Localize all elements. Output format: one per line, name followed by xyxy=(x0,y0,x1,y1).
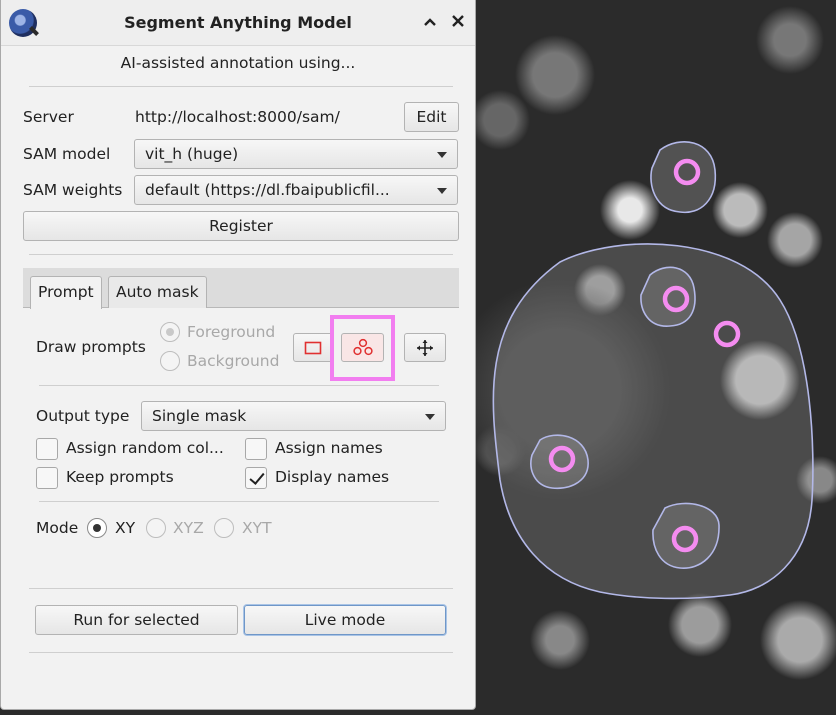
draw-prompts-label: Draw prompts xyxy=(36,338,146,356)
rectangle-prompt-icon xyxy=(304,341,322,355)
server-url: http://localhost:8000/sam/ xyxy=(135,108,340,126)
collapse-button[interactable] xyxy=(419,11,441,33)
run-for-selected-button[interactable]: Run for selected xyxy=(35,605,238,635)
mode-xyz-radio[interactable] xyxy=(146,518,166,538)
point-prompt-icon xyxy=(352,338,373,356)
sam-weights-select[interactable]: default (https://dl.fbaipublicfil... xyxy=(134,175,458,205)
assign-random-colors-checkbox[interactable] xyxy=(36,438,58,460)
assign-random-colors-label: Assign random col... xyxy=(66,439,224,457)
prompt-point[interactable] xyxy=(713,320,741,348)
close-icon xyxy=(452,15,464,27)
divider xyxy=(29,86,453,87)
background-label: Background xyxy=(187,352,280,370)
divider xyxy=(29,588,453,589)
keep-prompts-label: Keep prompts xyxy=(66,468,174,486)
tab-strip: Prompt Auto mask xyxy=(23,268,459,309)
foreground-radio[interactable] xyxy=(160,322,180,342)
live-mode-button[interactable]: Live mode xyxy=(244,605,446,635)
mode-xy-label: XY xyxy=(115,519,136,537)
sam-model-value: vit_h (huge) xyxy=(145,145,239,163)
dropdown-arrow-icon xyxy=(425,414,435,420)
segmentation-contour-upper-nucleus xyxy=(640,266,696,327)
close-button[interactable] xyxy=(447,11,469,33)
selection-highlight xyxy=(330,315,395,381)
register-button[interactable]: Register xyxy=(23,211,459,241)
segmentation-contour-top xyxy=(650,141,717,214)
divider xyxy=(39,501,439,502)
mode-xyt-radio[interactable] xyxy=(214,518,234,538)
dropdown-arrow-icon xyxy=(437,152,447,158)
sam-model-select[interactable]: vit_h (huge) xyxy=(134,139,458,169)
prompt-point[interactable] xyxy=(673,158,701,186)
sam-dialog: Segment Anything Model AI-assisted annot… xyxy=(0,0,476,710)
rectangle-tool-button[interactable] xyxy=(293,333,333,362)
background-radio[interactable] xyxy=(160,351,180,371)
display-names-label: Display names xyxy=(275,468,390,486)
mode-xyt-label: XYT xyxy=(242,519,272,537)
prompt-point[interactable] xyxy=(671,525,699,553)
sam-model-label: SAM model xyxy=(23,145,111,163)
mode-xyz-label: XYZ xyxy=(173,519,204,537)
chevron-up-icon xyxy=(424,18,436,26)
sam-app-icon xyxy=(9,9,37,37)
display-names-checkbox[interactable] xyxy=(245,467,267,489)
point-tool-button[interactable] xyxy=(341,333,384,362)
foreground-label: Foreground xyxy=(187,323,276,341)
tab-prompt[interactable]: Prompt xyxy=(30,276,102,309)
output-type-value: Single mask xyxy=(152,407,247,425)
prompt-point[interactable] xyxy=(548,445,576,473)
edit-server-button[interactable]: Edit xyxy=(404,102,459,132)
segmentation-contour-left-nucleus xyxy=(530,434,589,489)
keep-prompts-checkbox[interactable] xyxy=(36,467,58,489)
mode-label: Mode xyxy=(36,519,79,537)
dropdown-arrow-icon xyxy=(437,188,447,194)
output-type-select[interactable]: Single mask xyxy=(141,401,446,431)
tab-auto-mask[interactable]: Auto mask xyxy=(108,276,207,308)
move-icon xyxy=(417,340,433,356)
title-bar[interactable]: Segment Anything Model xyxy=(1,0,475,46)
mode-xy-radio[interactable] xyxy=(87,518,107,538)
output-type-label: Output type xyxy=(36,407,130,425)
subtitle: AI-assisted annotation using... xyxy=(120,54,356,72)
divider xyxy=(39,385,439,386)
server-label: Server xyxy=(23,108,74,126)
sam-weights-value: default (https://dl.fbaipublicfil... xyxy=(145,181,390,199)
segmentation-contour-bottom-nucleus xyxy=(652,502,720,569)
segmentation-contour-large xyxy=(492,243,814,600)
assign-names-checkbox[interactable] xyxy=(245,438,267,460)
sam-weights-label: SAM weights xyxy=(23,181,123,199)
divider xyxy=(29,652,453,653)
divider xyxy=(29,254,453,255)
window-title: Segment Anything Model xyxy=(124,13,352,32)
prompt-point[interactable] xyxy=(662,285,690,313)
assign-names-label: Assign names xyxy=(275,439,383,457)
move-tool-button[interactable] xyxy=(404,333,446,362)
